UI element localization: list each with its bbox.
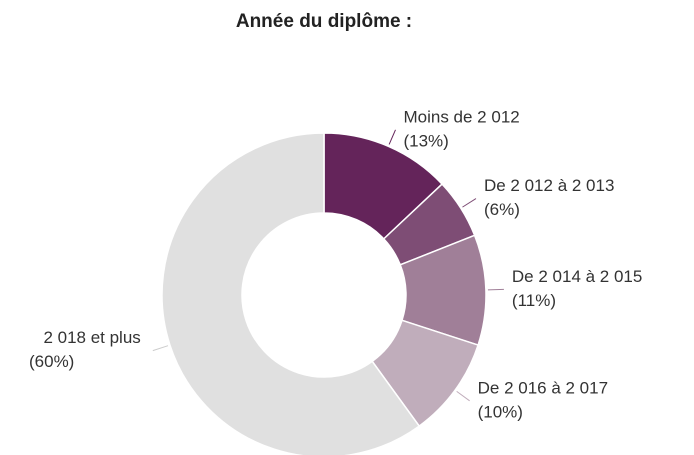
slice-label: De 2 016 à 2 017 — [478, 378, 608, 397]
slice-value-label: (11%) — [512, 291, 556, 310]
leader-line — [462, 198, 477, 208]
slice-value-label: (6%) — [484, 200, 520, 219]
slice-label: 2 018 et plus — [43, 328, 140, 347]
leader-line — [456, 390, 470, 402]
leader-line — [487, 288, 504, 291]
slice-label: De 2 014 à 2 015 — [512, 267, 642, 286]
leader-line — [152, 345, 169, 352]
slice-value-label: (10%) — [478, 402, 523, 421]
donut-slice — [161, 132, 421, 455]
chart-title: Année du diplôme : — [236, 11, 412, 32]
slice-label: Moins de 2 012 — [403, 107, 519, 126]
slice-label: De 2 012 à 2 013 — [484, 176, 614, 195]
leader-line — [388, 129, 396, 145]
slice-value-label: (60%) — [29, 352, 74, 371]
slice-value-label: (13%) — [403, 131, 448, 150]
